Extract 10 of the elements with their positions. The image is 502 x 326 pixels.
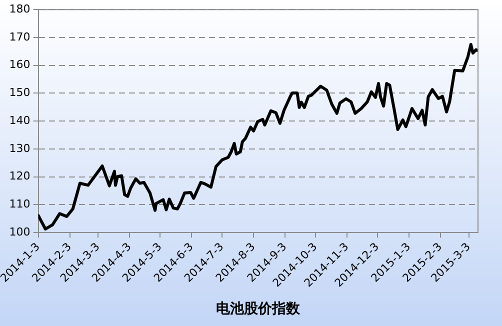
y-tick-label: 120 bbox=[9, 170, 30, 183]
x-axis-title: 电池股价指数 bbox=[216, 301, 302, 318]
y-tick-label: 160 bbox=[9, 58, 30, 72]
y-tick-label: 130 bbox=[9, 142, 30, 155]
y-tick-label: 110 bbox=[9, 198, 30, 211]
y-tick-label: 180 bbox=[9, 2, 30, 16]
y-tick-label: 100 bbox=[9, 225, 30, 238]
y-tick-label: 150 bbox=[9, 86, 30, 100]
y-tick-label: 170 bbox=[9, 30, 30, 44]
y-tick-label: 140 bbox=[9, 114, 30, 127]
